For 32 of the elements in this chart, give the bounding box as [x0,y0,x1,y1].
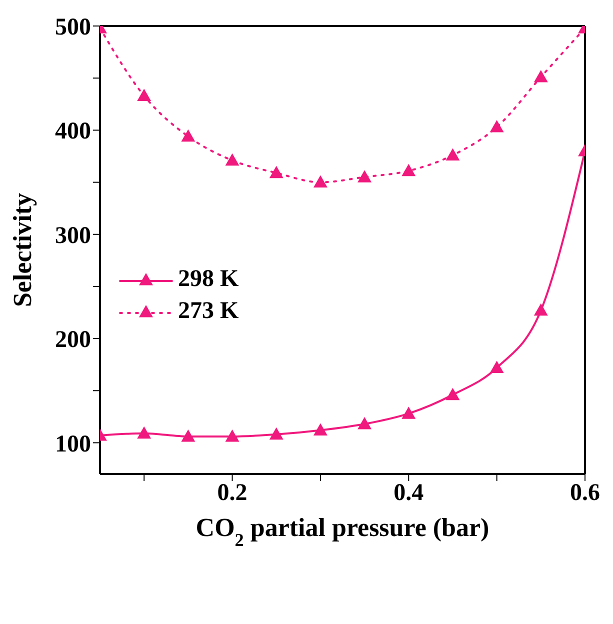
point [269,427,284,440]
point [490,360,504,373]
legend-label: 298 K [178,266,239,292]
point [358,170,372,182]
y-tick-label: 200 [55,327,91,354]
point [269,166,284,178]
point [358,416,372,430]
point [181,429,196,442]
legend-label: 273 K [178,298,239,324]
point [225,153,240,166]
x-axis-title: CO$_{2}$ partial pressure (bar) [196,513,490,550]
y-tick-label: 300 [55,222,91,249]
point [313,423,328,436]
point [446,388,460,400]
y-tick-label: 100 [55,431,91,458]
point [402,406,416,419]
x-tick-label: 0.2 [217,480,248,506]
point [313,175,328,188]
point [534,303,548,316]
y-tick-label: 400 [55,118,91,145]
y-tick-label: 500 [55,14,91,41]
x-tick-label: 0.4 [394,480,424,506]
point [402,164,416,176]
x-tick-label: 0.6 [570,480,600,506]
point [534,70,548,82]
point [225,429,240,442]
y-axis-title: Selectivity [8,192,38,308]
point [181,129,196,142]
point [490,120,504,132]
point [137,426,152,439]
point [137,88,152,102]
point [446,148,460,160]
